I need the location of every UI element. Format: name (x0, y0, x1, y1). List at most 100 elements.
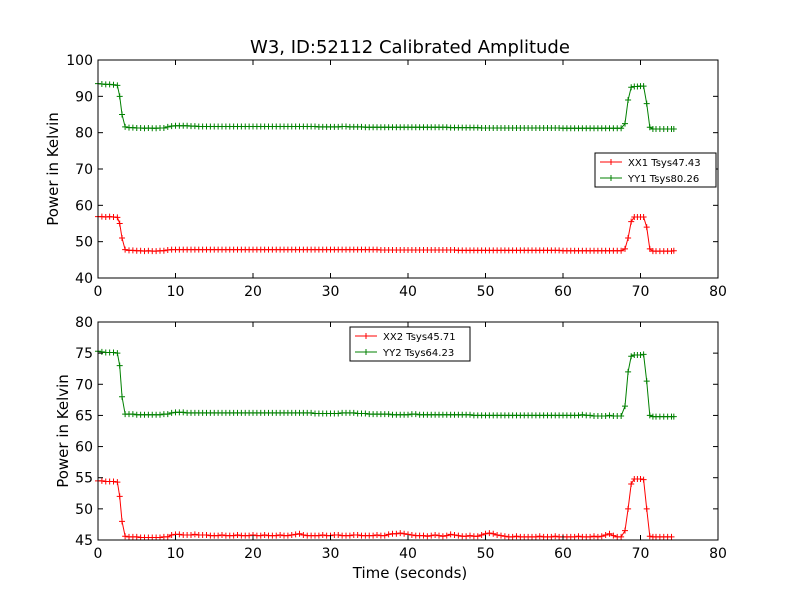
data-point (490, 530, 497, 537)
data-point (370, 532, 377, 539)
data-point (110, 81, 117, 88)
data-point (133, 533, 140, 540)
x-tick-label: 70 (632, 546, 650, 562)
y-tick-label: 50 (75, 502, 93, 518)
data-point (625, 235, 632, 242)
data-point (610, 532, 617, 539)
chart-title: W3, ID:52112 Calibrated Amplitude (250, 37, 570, 58)
data-point (640, 476, 647, 483)
data-point (606, 412, 613, 419)
data-point (622, 527, 628, 534)
x-tick-label: 80 (709, 546, 727, 562)
data-point (335, 532, 342, 539)
data-point (164, 123, 171, 130)
data-point (668, 533, 675, 540)
data-point (552, 533, 559, 540)
data-point (640, 351, 647, 358)
x-tick-label: 30 (322, 284, 340, 300)
legend-marker (608, 159, 614, 165)
data-point (467, 532, 473, 539)
data-point (513, 533, 520, 540)
data-point (618, 413, 625, 420)
data-point (122, 533, 129, 540)
y-tick-label: 45 (75, 533, 93, 549)
data-point (116, 220, 123, 227)
data-point (397, 530, 404, 537)
legend-marker (608, 175, 614, 181)
legend-item: XX1 Tsys47.43 (600, 158, 701, 169)
data-point (160, 247, 167, 254)
y-tick-label: 50 (75, 235, 93, 251)
data-point (292, 531, 299, 538)
y-tick-label: 90 (75, 89, 93, 105)
data-point (362, 410, 369, 417)
data-point (575, 412, 582, 419)
legend-item: XX2 Tsys45.71 (355, 332, 456, 343)
data-point (119, 235, 126, 242)
data-point (110, 478, 117, 485)
data-point (385, 531, 392, 538)
legend-box (349, 326, 471, 362)
data-point (408, 532, 415, 539)
data-point (646, 245, 653, 252)
legend-label: XX2 Tsys45.71 (383, 332, 456, 343)
x-tick-label: 10 (167, 284, 185, 300)
data-point (594, 533, 601, 540)
legend-label: XX1 Tsys47.43 (628, 158, 701, 169)
data-point (219, 532, 225, 539)
data-point (300, 532, 307, 539)
data-point (643, 100, 650, 107)
x-tick-label: 40 (399, 546, 417, 562)
data-point (536, 533, 543, 540)
data-point (478, 532, 485, 539)
x-tick-label: 40 (399, 284, 417, 300)
y-tick-label: 65 (75, 408, 93, 424)
data-point (643, 378, 650, 385)
data-point (257, 532, 264, 539)
data-point (602, 532, 609, 539)
x-tick-label: 50 (477, 284, 495, 300)
data-point (640, 83, 647, 90)
data-point (643, 505, 650, 512)
data-point (114, 350, 121, 357)
data-point (168, 409, 175, 416)
data-point (335, 410, 342, 417)
data-point (98, 477, 105, 484)
x-tick-label: 60 (554, 284, 572, 300)
legend-marker (363, 333, 369, 339)
data-point (164, 411, 171, 418)
data-point (622, 403, 628, 410)
data-point (234, 532, 241, 539)
data-point (646, 124, 653, 131)
data-point (646, 533, 653, 540)
data-point (451, 532, 458, 539)
bottom-x-axis-label: Time (seconds) (352, 564, 468, 582)
data-point (230, 532, 237, 539)
data-point (284, 532, 291, 539)
data-point (119, 111, 126, 118)
data-point (602, 413, 609, 420)
data-point (439, 533, 446, 540)
data-point (114, 82, 121, 89)
data-point (119, 393, 126, 400)
data-point (350, 409, 357, 416)
data-point (157, 411, 163, 418)
series-2 (95, 348, 677, 420)
data-point (424, 533, 431, 540)
data-point (436, 532, 442, 539)
data-point (176, 531, 183, 538)
data-point (628, 353, 635, 360)
data-point (296, 530, 303, 537)
data-point (443, 532, 450, 539)
data-point (381, 532, 388, 539)
data-point (346, 532, 353, 539)
data-point (598, 533, 605, 540)
data-point (486, 530, 493, 537)
legend-item: YY2 Tsys64.23 (355, 348, 454, 359)
y-tick-label: 80 (75, 126, 93, 142)
bottom-chart: 0 10 20 30 40 50 60 70 80 45 50 55 60 65 70 75 80 XX2 Tsy… (75, 315, 727, 562)
data-point (203, 532, 210, 539)
data-point (308, 409, 315, 416)
